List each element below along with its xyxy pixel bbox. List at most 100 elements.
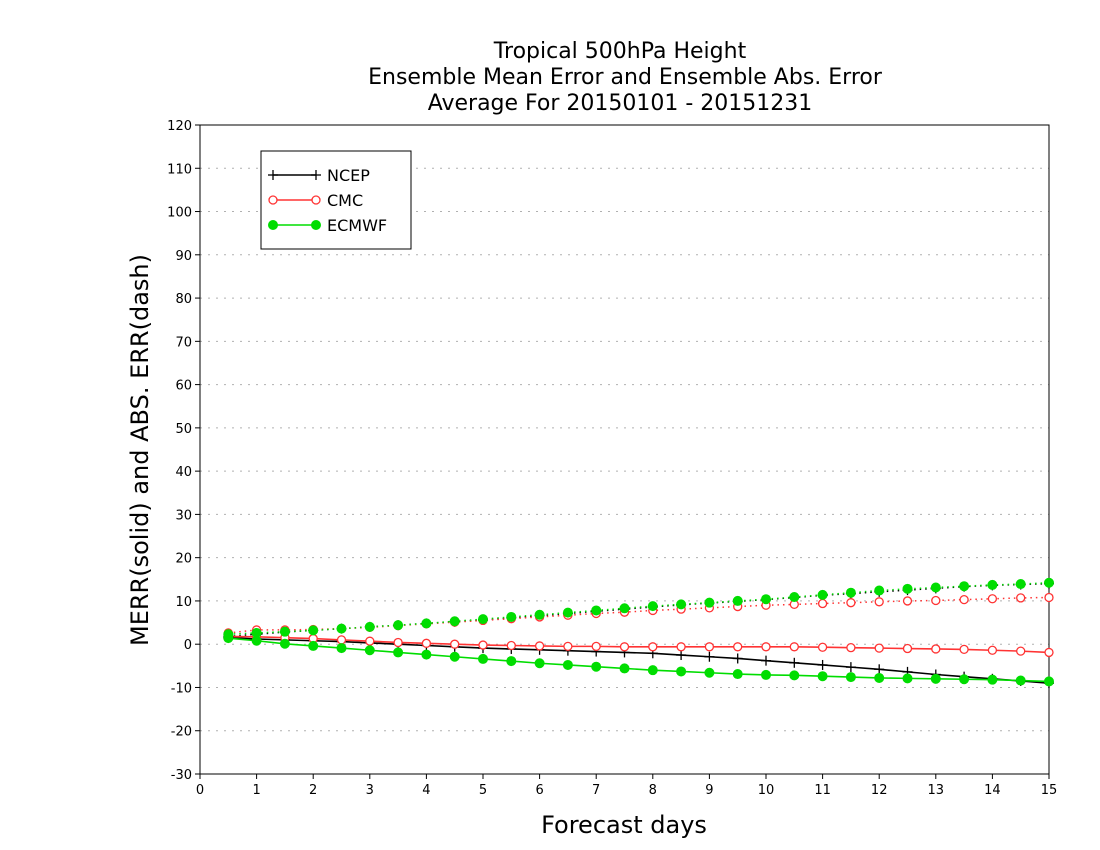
cmc-merr-point bbox=[1044, 647, 1054, 658]
cmc-abs-err-point bbox=[874, 597, 884, 607]
x-tick-label: 9 bbox=[705, 783, 713, 798]
title-line-2: Ensemble Mean Error and Ensemble Abs. Er… bbox=[368, 65, 883, 90]
ecmwf-abs-err-line bbox=[228, 582, 1050, 635]
cmc-merr-point bbox=[733, 642, 743, 652]
x-tick-label: 10 bbox=[758, 783, 775, 798]
legend-marker bbox=[268, 195, 278, 205]
ecmwf-merr-point bbox=[959, 674, 970, 685]
x-tick-label: 14 bbox=[984, 783, 1001, 798]
ecmwf-merr-point bbox=[421, 649, 432, 660]
ncep-merr-point bbox=[704, 651, 715, 662]
x-tick-label: 5 bbox=[479, 783, 487, 798]
ecmwf-abs-err-point bbox=[449, 616, 460, 627]
cmc-abs-err-point bbox=[846, 598, 856, 608]
ecmwf-abs-err-point bbox=[789, 592, 800, 603]
ecmwf-merr-point bbox=[279, 638, 290, 649]
cmc-abs-err-point bbox=[987, 594, 998, 604]
ecmwf-merr-point bbox=[845, 672, 856, 683]
y-tick-label: 90 bbox=[175, 249, 192, 264]
x-tick-label: 13 bbox=[928, 783, 945, 798]
cmc-merr-point bbox=[874, 643, 884, 653]
cmc-merr-point bbox=[563, 641, 573, 652]
series bbox=[223, 577, 1054, 689]
y-tick-label: 50 bbox=[175, 422, 192, 437]
cmc-merr-point bbox=[817, 642, 828, 652]
cmc-merr-point bbox=[846, 643, 856, 653]
x-axis: 0 1 2 3 4 5 6 7 8 9 10 11 12 13 14 15 bbox=[196, 774, 1057, 798]
x-tick-label: 4 bbox=[422, 783, 430, 798]
y-tick-label: 110 bbox=[167, 162, 192, 177]
x-tick-label: 3 bbox=[366, 783, 374, 798]
cmc-abs-err-line bbox=[228, 596, 1050, 634]
ecmwf-abs-err-point bbox=[1044, 577, 1054, 588]
ecmwf-merr-point bbox=[930, 673, 941, 684]
cmc-abs-err-point bbox=[902, 596, 913, 606]
ecmwf-merr-point bbox=[534, 658, 545, 669]
legend-marker bbox=[311, 195, 321, 205]
ecmwf-abs-err-point bbox=[562, 607, 573, 618]
ecmwf-abs-err-point bbox=[336, 623, 347, 634]
ecmwf-merr-point bbox=[789, 670, 800, 681]
ncep-merr-point bbox=[676, 650, 687, 661]
y-tick-label: 0 bbox=[184, 638, 192, 653]
ecmwf-merr-point bbox=[619, 663, 630, 674]
y-tick-label: 120 bbox=[167, 119, 192, 134]
x-tick-label: 6 bbox=[535, 783, 543, 798]
cmc-merr-point bbox=[676, 642, 686, 652]
ecmwf-abs-err-point bbox=[817, 589, 828, 600]
ecmwf-merr-point bbox=[506, 656, 517, 667]
y-tick-label: 40 bbox=[175, 465, 192, 480]
ecmwf-abs-err-point bbox=[506, 611, 517, 622]
ecmwf-merr-point bbox=[562, 659, 573, 670]
cmc-merr-point bbox=[959, 644, 969, 655]
cmc-merr-point bbox=[648, 642, 658, 652]
ecmwf-abs-err-point bbox=[279, 626, 290, 637]
ecmwf-merr-point bbox=[336, 643, 347, 654]
cmc-merr-point bbox=[365, 636, 375, 646]
ecmwf-merr-point bbox=[591, 661, 602, 672]
ecmwf-merr-point bbox=[761, 669, 771, 680]
ncep-merr-point bbox=[761, 655, 771, 666]
x-tick-label: 12 bbox=[871, 783, 888, 798]
cmc-merr-point bbox=[931, 644, 941, 654]
y-tick-label: 30 bbox=[175, 508, 192, 523]
ncep-merr-point bbox=[817, 659, 828, 670]
ecmwf-abs-err-point bbox=[902, 583, 913, 594]
ecmwf-abs-err-point bbox=[1015, 579, 1026, 590]
legend-marker bbox=[268, 170, 278, 180]
ecmwf-abs-err-point bbox=[874, 585, 885, 596]
ecmwf-merr-point bbox=[874, 672, 885, 683]
ecmwf-merr-point bbox=[1044, 676, 1054, 687]
ecmwf-merr-point bbox=[393, 647, 404, 658]
ecmwf-merr-point bbox=[449, 651, 460, 662]
ecmwf-abs-err-point bbox=[987, 579, 998, 590]
cmc-merr-point bbox=[1016, 646, 1026, 656]
plot-area-frame bbox=[199, 124, 1050, 775]
cmc-merr-point bbox=[591, 641, 601, 652]
ecmwf-merr-point bbox=[364, 645, 375, 656]
y-tick-label: 80 bbox=[175, 292, 192, 307]
ecmwf-abs-err-point bbox=[534, 609, 545, 620]
cmc-merr-point bbox=[761, 642, 771, 652]
ecmwf-merr-point bbox=[478, 653, 488, 664]
y-tick-label: -10 bbox=[171, 681, 192, 696]
cmc-merr-point bbox=[902, 643, 913, 654]
cmc-abs-err-point bbox=[1044, 592, 1054, 603]
ecmwf-merr-line bbox=[228, 637, 1050, 683]
ecmwf-abs-err-point bbox=[393, 620, 404, 631]
cmc-merr-point bbox=[393, 637, 403, 648]
legend-label: NCEP bbox=[327, 166, 370, 185]
y-tick-label: 70 bbox=[175, 335, 192, 350]
ecmwf-merr-point bbox=[1015, 675, 1026, 686]
legend-item-cmc: CMC bbox=[268, 191, 363, 210]
cmc-merr-point bbox=[506, 640, 516, 651]
legend-item-ncep: NCEP bbox=[268, 166, 370, 185]
y-tick-label: -30 bbox=[171, 768, 192, 783]
legend-marker bbox=[268, 220, 278, 230]
ecmwf-abs-err-point bbox=[761, 594, 771, 605]
ecmwf-abs-err-point bbox=[647, 601, 658, 612]
x-tick-label: 8 bbox=[649, 783, 657, 798]
chart-title: Tropical 500hPa Height Ensemble Mean Err… bbox=[368, 39, 883, 116]
x-tick-label: 7 bbox=[592, 783, 600, 798]
